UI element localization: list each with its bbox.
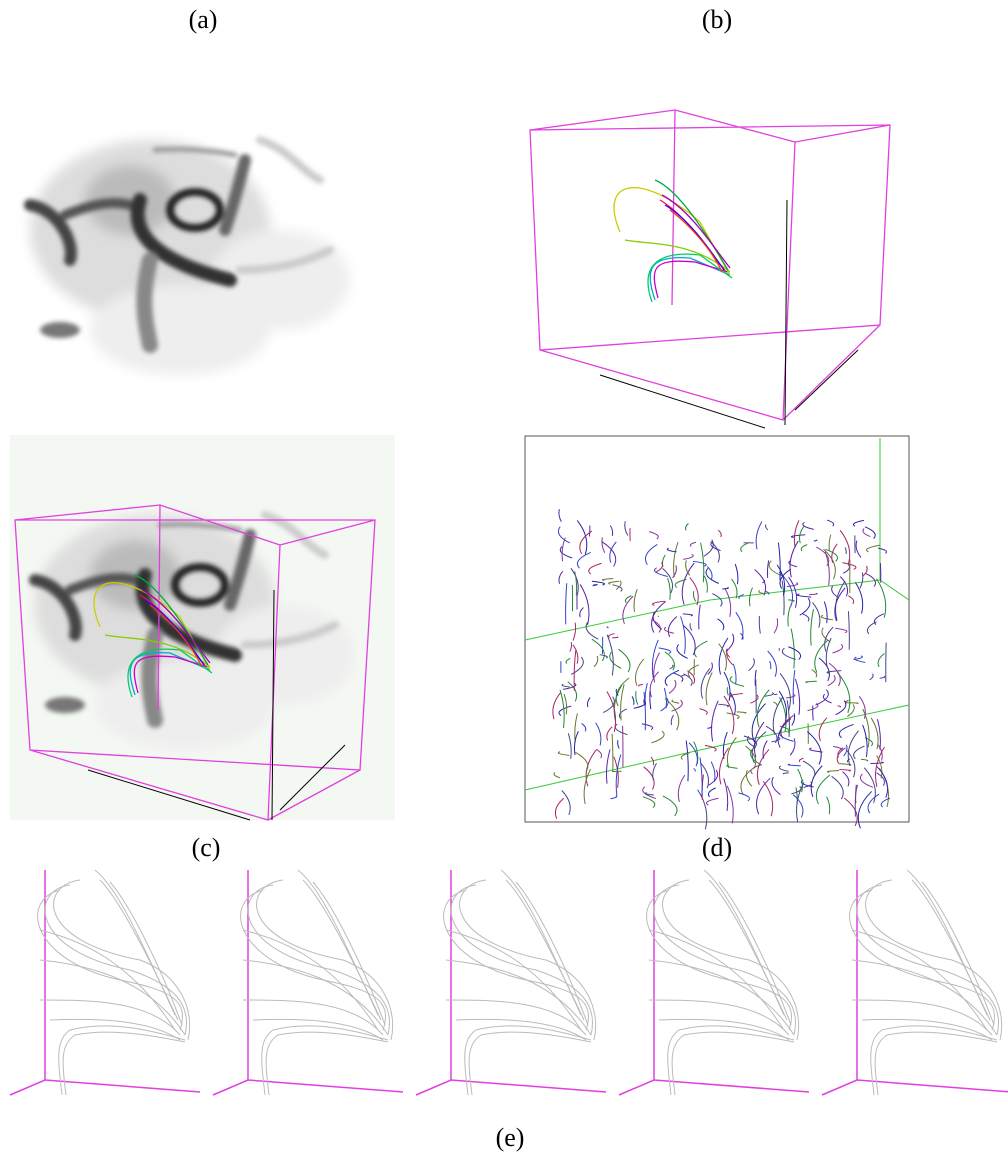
streamline-box xyxy=(530,110,890,428)
combined-render xyxy=(10,435,395,820)
figure: (a) (b) (c) (d) (e) xyxy=(0,0,1008,1157)
fiber xyxy=(813,705,814,720)
panel-label: (e) xyxy=(496,1123,525,1152)
panel-label: (b) xyxy=(702,5,732,34)
panel-label: (c) xyxy=(192,833,221,862)
panel-label: (a) xyxy=(189,5,218,34)
volume-render xyxy=(30,140,350,375)
panel-label: (d) xyxy=(702,833,732,862)
fiber-render xyxy=(525,436,909,829)
streamline-sequence xyxy=(10,870,1008,1095)
